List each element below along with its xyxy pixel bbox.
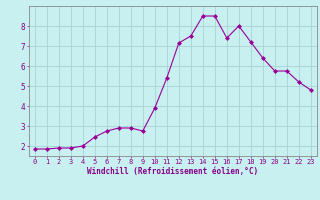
X-axis label: Windchill (Refroidissement éolien,°C): Windchill (Refroidissement éolien,°C) [87, 167, 258, 176]
